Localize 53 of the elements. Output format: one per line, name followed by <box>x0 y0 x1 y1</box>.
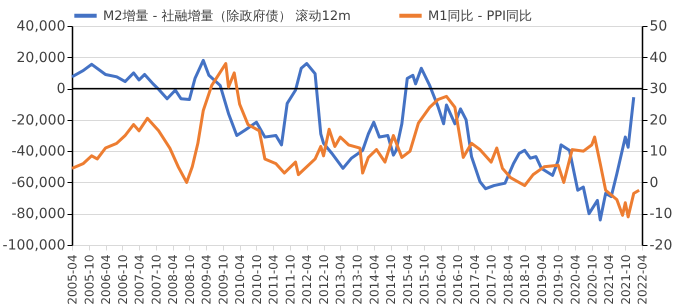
y-tick-label: 0 <box>56 81 66 98</box>
x-tick-label: 2008-04 <box>166 254 180 305</box>
x-tick-label: 2005-10 <box>82 254 96 305</box>
x-tick-label: 2012-10 <box>317 254 332 305</box>
x-tick-label: 2015-10 <box>418 254 432 305</box>
x-tick-label: 2005-04 <box>66 254 80 305</box>
x-tick-label: 2020-04 <box>568 254 582 305</box>
x-tick-label: 2019-10 <box>552 254 566 305</box>
x-tick-label: 2016-04 <box>434 254 448 305</box>
x-tick-label: 2022-04 <box>636 254 650 305</box>
x-tick-label: 2017-04 <box>468 254 482 305</box>
y2-tick-label: 10 <box>650 144 668 160</box>
y-tick-label: -80,000 <box>11 206 66 222</box>
x-tick-label: 2017-10 <box>484 254 499 305</box>
y-tick-label: 40,000 <box>16 18 66 34</box>
x-tick-label: 2013-04 <box>334 254 348 305</box>
y2-tick-label: 40 <box>650 50 668 66</box>
x-tick-label: 2009-04 <box>200 254 214 305</box>
x-tick-label: 2006-10 <box>116 254 130 305</box>
y2-tick-label: 30 <box>650 81 668 98</box>
x-tick-label: 2018-04 <box>501 254 516 305</box>
y2-tick-label: -10 <box>650 206 672 222</box>
x-tick-label: 2010-10 <box>250 254 264 305</box>
x-tick-label: 2009-10 <box>216 254 230 305</box>
y-tick-label: -40,000 <box>11 144 66 160</box>
y2-tick-label: 50 <box>650 18 668 34</box>
x-tick-label: 2015-04 <box>400 254 415 305</box>
x-tick-label: 2011-04 <box>266 254 281 305</box>
x-tick-label: 2007-04 <box>132 254 147 305</box>
x-tick-label: 2016-10 <box>451 254 466 305</box>
x-tick-label: 2014-10 <box>384 254 398 305</box>
y-tick-label: -60,000 <box>11 174 66 191</box>
x-tick-label: 2007-10 <box>149 254 164 305</box>
x-tick-label: 2010-04 <box>233 254 248 305</box>
y-tick-label: 20,000 <box>16 50 66 66</box>
legend-label: M2增量 - 社融增量（除政府债） 滚动12m <box>103 8 351 24</box>
y-tick-label: -100,000 <box>2 238 66 254</box>
x-tick-label: 2012-04 <box>300 254 314 305</box>
x-tick-label: 2011-10 <box>283 254 298 305</box>
x-tick-label: 2018-10 <box>518 254 532 305</box>
x-tick-label: 2006-04 <box>99 254 114 305</box>
y2-tick-label: 20 <box>650 112 668 128</box>
x-tick-label: 2008-10 <box>182 254 197 305</box>
x-tick-label: 2021-10 <box>618 254 633 305</box>
y-tick-label: -20,000 <box>11 112 66 128</box>
x-tick-label: 2020-10 <box>585 254 600 305</box>
legend-label: M1同比 - PPI同比 <box>428 8 532 24</box>
y2-tick-label: 0 <box>650 174 658 191</box>
x-tick-label: 2019-04 <box>534 254 549 305</box>
x-tick-label: 2014-04 <box>367 254 382 305</box>
y2-tick-label: -20 <box>650 238 672 254</box>
x-tick-label: 2021-04 <box>602 254 616 305</box>
x-tick-label: 2013-10 <box>350 254 365 305</box>
